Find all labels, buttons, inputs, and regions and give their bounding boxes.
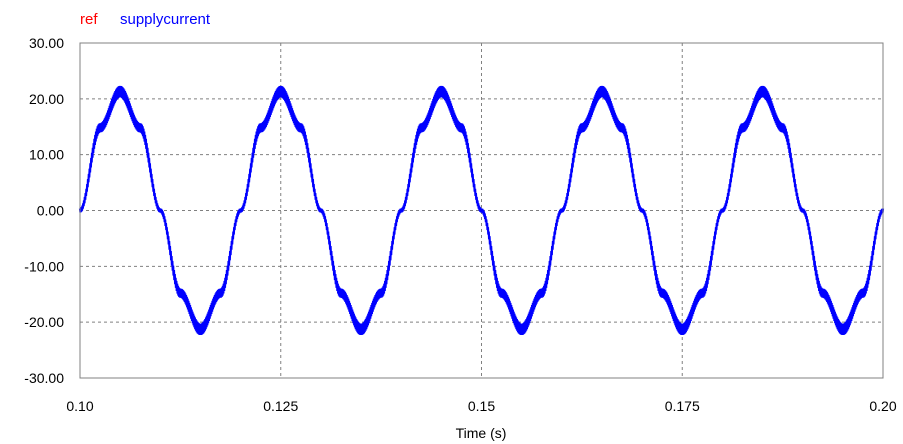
y-tick-label: -30.00 (24, 370, 64, 386)
x-axis-label: Time (s) (456, 425, 507, 441)
y-tick-label: -10.00 (24, 258, 64, 274)
y-tick-label: 30.00 (29, 35, 64, 51)
legend-label-supplycurrent: supplycurrent (120, 11, 211, 28)
x-tick-label: 0.10 (66, 398, 93, 414)
ticks: 30.0020.0010.000.00-10.00-20.00-30.000.1… (24, 35, 897, 414)
y-tick-label: 20.00 (29, 91, 64, 107)
legend-label-ref: ref (80, 11, 98, 28)
series-layer (78, 85, 885, 336)
x-tick-label: 0.125 (263, 398, 298, 414)
legend: ref supplycurrent (80, 11, 211, 28)
y-tick-label: 0.00 (37, 203, 64, 219)
series-line-supplycurrent (78, 85, 885, 336)
x-tick-label: 0.15 (468, 398, 495, 414)
plot-frame (79, 42, 884, 379)
x-tick-label: 0.175 (665, 398, 700, 414)
y-tick-label: 10.00 (29, 147, 64, 163)
x-tick-label: 0.20 (869, 398, 896, 414)
y-tick-label: -20.00 (24, 314, 64, 330)
grid (80, 43, 883, 378)
